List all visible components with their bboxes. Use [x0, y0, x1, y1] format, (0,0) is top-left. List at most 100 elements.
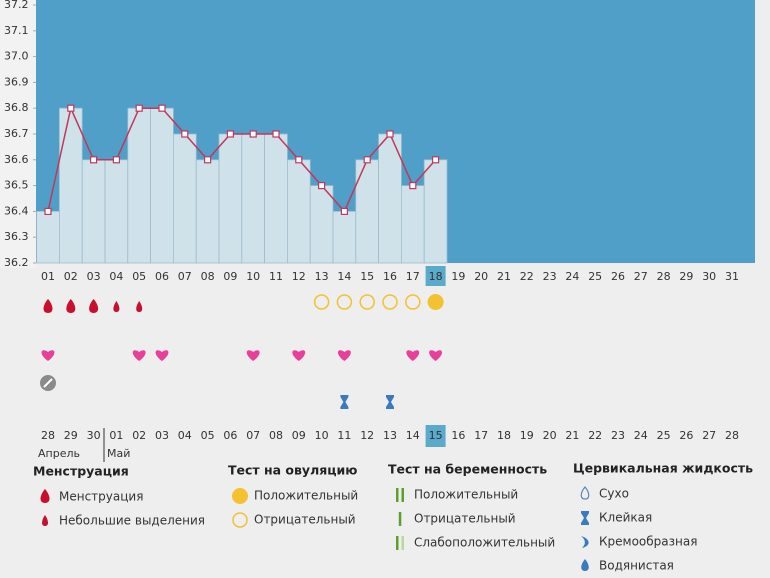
bars-icon	[401, 536, 404, 550]
x-tick-label: 29	[679, 270, 693, 283]
x-tick-label: 11	[269, 270, 283, 283]
y-tick-label: 36.7	[4, 127, 29, 140]
drop-small-icon	[42, 515, 48, 526]
legend-label: Клейкая	[599, 511, 652, 525]
legend-label: Небольшие выделения	[59, 514, 205, 528]
drop-icon	[40, 489, 50, 503]
creamy-icon	[581, 536, 589, 548]
circle-open-icon	[232, 512, 248, 528]
date-label: 02	[132, 429, 146, 442]
circle-open-icon	[313, 294, 330, 310]
y-tick-label: 37.2	[4, 0, 29, 11]
circle-full-icon	[427, 294, 444, 310]
point	[386, 130, 394, 138]
heart-icon	[41, 350, 55, 361]
x-tick-label: 10	[246, 270, 260, 283]
legend-title: Менструация	[33, 464, 129, 479]
date-label: 24	[634, 429, 648, 442]
date-label: 15	[429, 429, 443, 442]
point	[272, 130, 280, 138]
bar	[127, 107, 152, 264]
x-tick-label: 30	[702, 270, 716, 283]
date-label: 22	[588, 429, 602, 442]
circle-open-icon	[382, 294, 398, 310]
legend-label: Отрицательный	[414, 512, 516, 526]
point	[318, 182, 326, 190]
x-tick-label: 20	[474, 270, 488, 283]
date-label: 07	[246, 429, 260, 442]
point	[432, 156, 440, 164]
legend-title: Тест на овуляцию	[228, 463, 357, 478]
x-tick-label: 25	[588, 270, 602, 283]
sticky-icon	[581, 511, 589, 525]
point	[44, 207, 52, 215]
date-label: 21	[565, 429, 579, 442]
legend-label: Кремообразная	[599, 535, 697, 549]
bar	[286, 159, 311, 264]
y-tick-label: 36.6	[4, 153, 29, 166]
x-tick-label: 28	[657, 270, 671, 283]
y-tick-label: 37.1	[4, 24, 29, 37]
y-tick-label: 36.2	[4, 256, 29, 269]
y-tick-label: 36.5	[4, 179, 29, 192]
x-tick-label: 09	[223, 270, 237, 283]
date-label: 13	[383, 429, 397, 442]
date-label: 28	[41, 429, 55, 442]
x-tick-label: 24	[565, 270, 579, 283]
x-tick-label: 26	[611, 270, 625, 283]
sticky-icon	[386, 395, 394, 409]
legend-label: Положительный	[414, 488, 518, 502]
legend-label: Слабоположительный	[414, 536, 555, 550]
x-tick-label: 23	[543, 270, 557, 283]
x-tick-label: 22	[520, 270, 534, 283]
point	[135, 104, 143, 112]
bar	[400, 185, 425, 264]
note-icon	[43, 378, 53, 388]
x-tick-label: 18	[429, 270, 443, 283]
x-tick-label: 14	[337, 270, 351, 283]
date-label: 16	[451, 429, 465, 442]
legend-label: Менструация	[59, 490, 143, 504]
bar	[81, 159, 106, 264]
x-tick-label: 31	[725, 270, 739, 283]
x-tick-label: 01	[41, 270, 55, 283]
bar	[195, 159, 220, 264]
dry-icon	[580, 486, 590, 500]
legend-label: Сухо	[599, 487, 629, 501]
x-tick-label: 04	[109, 270, 123, 283]
heart-icon	[292, 350, 306, 361]
x-tick-label: 27	[634, 270, 648, 283]
bar	[355, 159, 379, 264]
heart-icon	[246, 350, 260, 361]
bars-icon	[401, 488, 404, 502]
legend-label: Водянистая	[599, 559, 674, 573]
x-tick-label: 19	[451, 270, 465, 283]
date-label: 25	[657, 429, 671, 442]
x-tick-label: 05	[132, 270, 146, 283]
heart-icon	[155, 350, 169, 361]
bars-icon	[398, 512, 402, 526]
heart-icon	[132, 350, 146, 361]
date-label: 29	[64, 429, 78, 442]
date-label: 05	[201, 429, 215, 442]
point	[204, 156, 212, 164]
drop-icon	[66, 299, 76, 313]
bar	[172, 133, 197, 264]
bar	[423, 159, 448, 264]
date-label: 23	[611, 429, 625, 442]
x-tick-label: 12	[292, 270, 306, 283]
bars-icon	[396, 536, 399, 550]
y-tick-label: 36.4	[4, 204, 29, 217]
drop-icon	[89, 299, 99, 313]
legend-label: Положительный	[254, 489, 358, 503]
x-tick-label: 17	[406, 270, 420, 283]
date-label: 12	[360, 429, 374, 442]
x-tick-label: 07	[178, 270, 192, 283]
bars-icon	[396, 488, 399, 502]
date-label: 20	[543, 429, 557, 442]
point	[363, 156, 371, 164]
point	[181, 130, 189, 138]
date-label: 04	[178, 429, 192, 442]
date-label: 27	[702, 429, 716, 442]
